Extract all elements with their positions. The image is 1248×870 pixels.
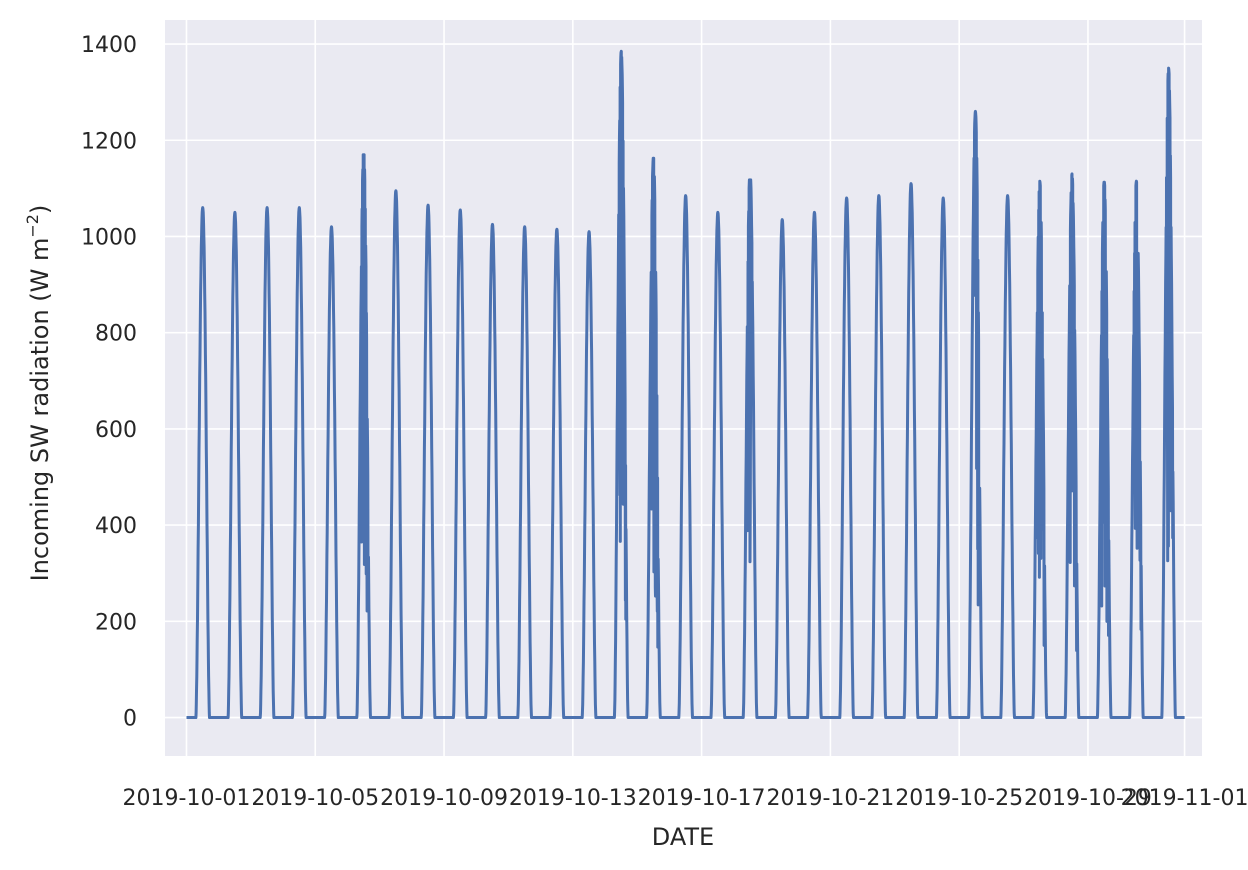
y-tick-label: 800 bbox=[95, 322, 137, 347]
y-tick-label: 1000 bbox=[81, 225, 137, 250]
x-tick-label: 2019-10-29 bbox=[1024, 786, 1152, 811]
y-axis-title-close: ) bbox=[26, 205, 54, 214]
y-tick-label: 600 bbox=[95, 418, 137, 443]
y-axis-title-main: Incoming SW radiation (W m bbox=[26, 238, 54, 582]
series-line bbox=[186, 49, 1185, 719]
x-axis-title: DATE bbox=[652, 823, 714, 851]
x-tick-label: 2019-10-17 bbox=[638, 786, 766, 811]
grid-lines bbox=[165, 20, 1202, 756]
y-tick-label: 0 bbox=[123, 707, 137, 732]
x-tick-label: 2019-10-21 bbox=[766, 786, 894, 811]
series-layer bbox=[186, 49, 1185, 719]
x-tick-label: 2019-10-01 bbox=[123, 786, 251, 811]
y-tick-label: 1200 bbox=[81, 129, 137, 154]
x-tick-label: 2019-11-01 bbox=[1121, 786, 1248, 811]
y-tick-label: 400 bbox=[95, 514, 137, 539]
y-tick-label: 200 bbox=[95, 610, 137, 635]
y-tick-labels: 0 200 400 600 800 1000 1200 1400 bbox=[81, 33, 137, 731]
y-axis-title: Incoming SW radiation (W m−2) bbox=[23, 205, 54, 582]
y-axis-title-exponent: −2 bbox=[23, 214, 42, 238]
x-tick-labels: 2019-10-01 2019-10-05 2019-10-09 2019-10-13… bbox=[123, 786, 1248, 811]
x-tick-label: 2019-10-13 bbox=[509, 786, 637, 811]
x-tick-label: 2019-10-05 bbox=[251, 786, 379, 811]
x-tick-label: 2019-10-25 bbox=[895, 786, 1023, 811]
x-tick-label: 2019-10-09 bbox=[380, 786, 508, 811]
y-tick-label: 1400 bbox=[81, 33, 137, 58]
